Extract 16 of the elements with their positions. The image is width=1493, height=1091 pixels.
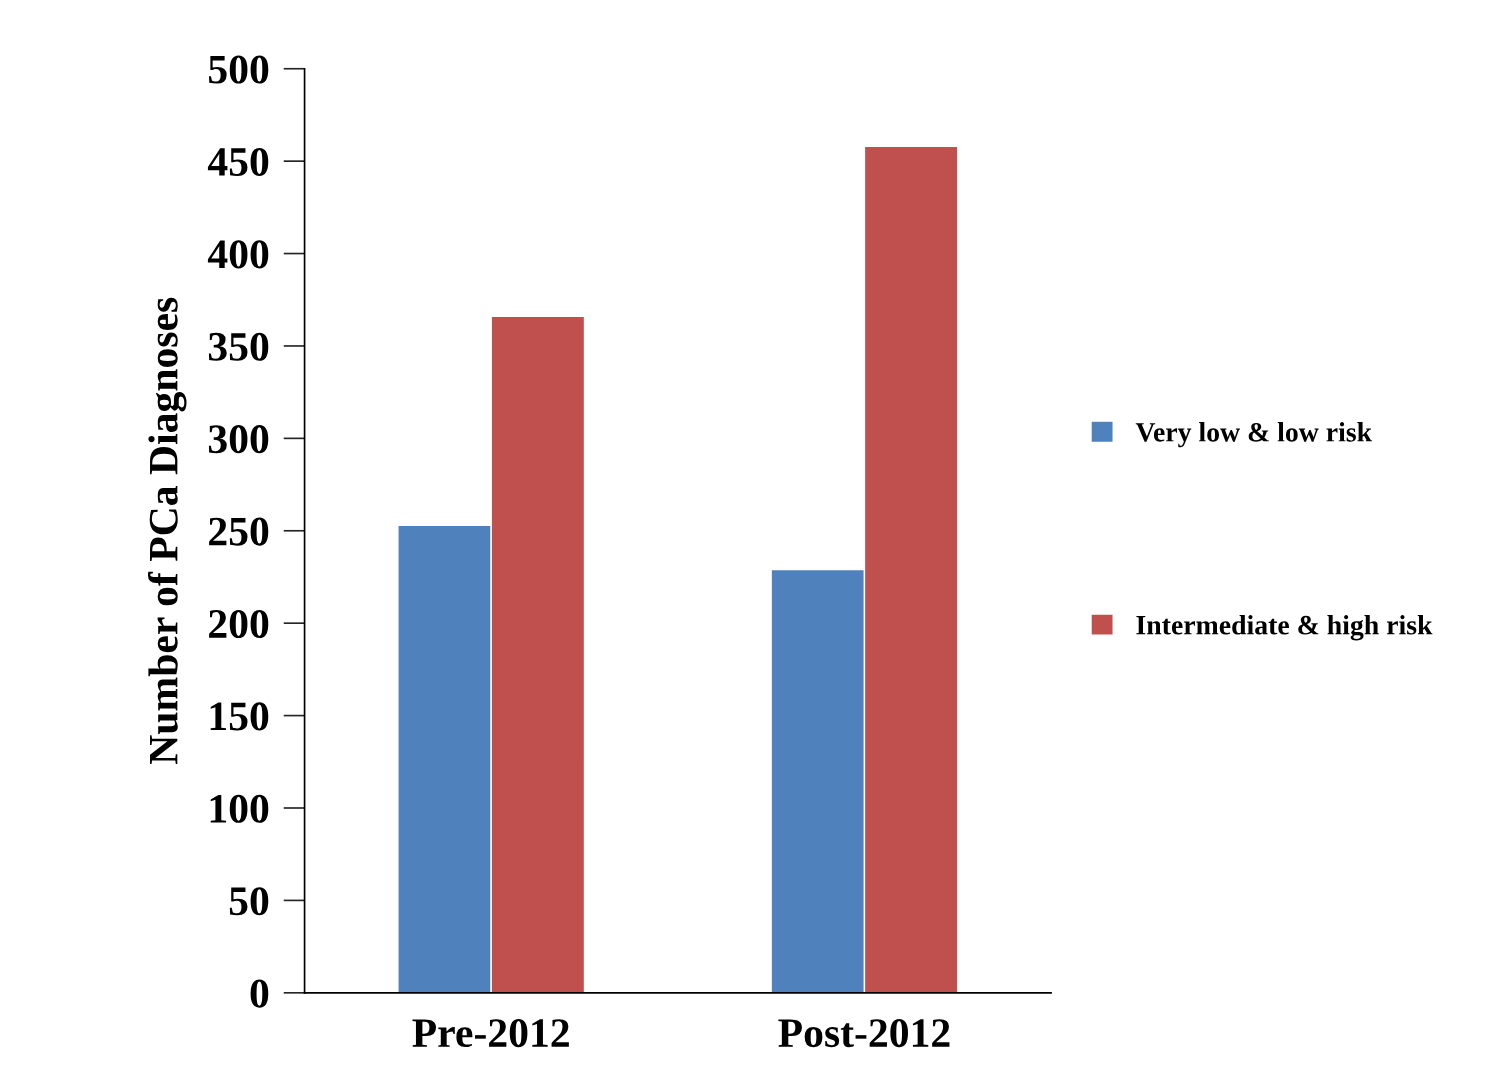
y-tick-label: 300 <box>208 425 269 454</box>
x-tick-label: Pre-2012 <box>412 1019 569 1048</box>
y-tick-label: 350 <box>208 332 269 361</box>
y-tick-label: 0 <box>250 979 269 1008</box>
y-tick-label: 400 <box>207 240 269 269</box>
x-tick-label: Post-2012 <box>778 1019 950 1048</box>
y-tick-label: 200 <box>209 609 269 639</box>
y-tick-label: 250 <box>209 517 269 546</box>
y-tick-label: 500 <box>209 55 269 84</box>
y-axis-title: Number of PCa Diagnoses <box>147 297 187 764</box>
y-tick-label: 100 <box>210 794 269 823</box>
legend-label: Intermediate & high risk <box>1136 615 1433 641</box>
y-tick-label: 450 <box>207 147 269 177</box>
y-tick-label: 50 <box>229 887 269 916</box>
y-tick-label: 150 <box>210 702 269 731</box>
legend-label: Very low & low risk <box>1135 422 1373 448</box>
